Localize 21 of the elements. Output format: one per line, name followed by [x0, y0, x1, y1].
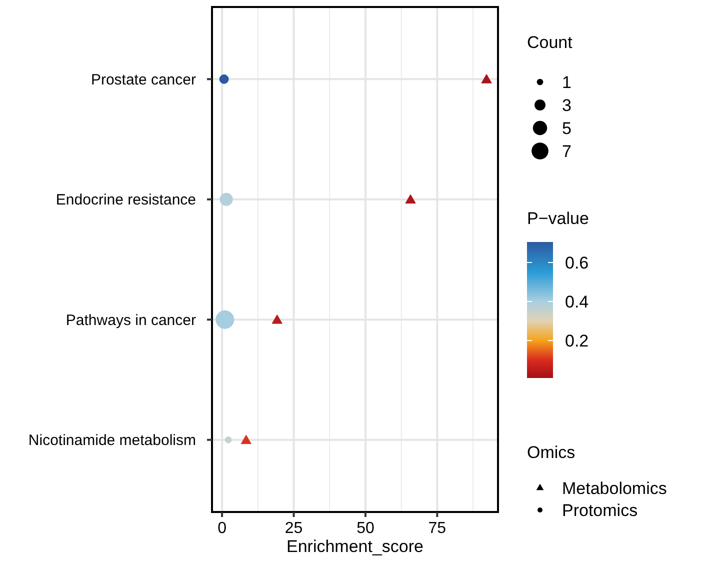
text: Count: [527, 33, 573, 52]
color-bar-label: 0.4: [565, 292, 589, 312]
x-tick-label: 75: [428, 520, 446, 537]
legend-title: Omics: [527, 443, 576, 462]
legend-label: 7: [562, 142, 572, 161]
text: Protomics: [562, 500, 638, 520]
color-bar-label: 0.2: [565, 331, 589, 350]
x-tick-label: 0: [218, 520, 227, 537]
y-tick-label: Endocrine resistance: [56, 192, 196, 209]
x-tick-label: 25: [284, 520, 303, 537]
color-bar-label: 0.6: [565, 253, 589, 272]
legend-label: 5: [562, 118, 572, 138]
x-tick-label: 50: [356, 520, 374, 537]
x-axis-title: Enrichment_score: [286, 537, 424, 556]
y-tick-label: Nicotinamide metabolism: [28, 432, 196, 450]
color-bar-title: P−value: [527, 209, 589, 228]
legend-label: 3: [562, 96, 572, 115]
y-tick-label: Pathways in cancer: [66, 312, 196, 329]
legend-label: 1: [562, 72, 572, 92]
text: Metabolomics: [562, 478, 667, 498]
y-tick-label: Prostate cancer: [90, 71, 196, 88]
